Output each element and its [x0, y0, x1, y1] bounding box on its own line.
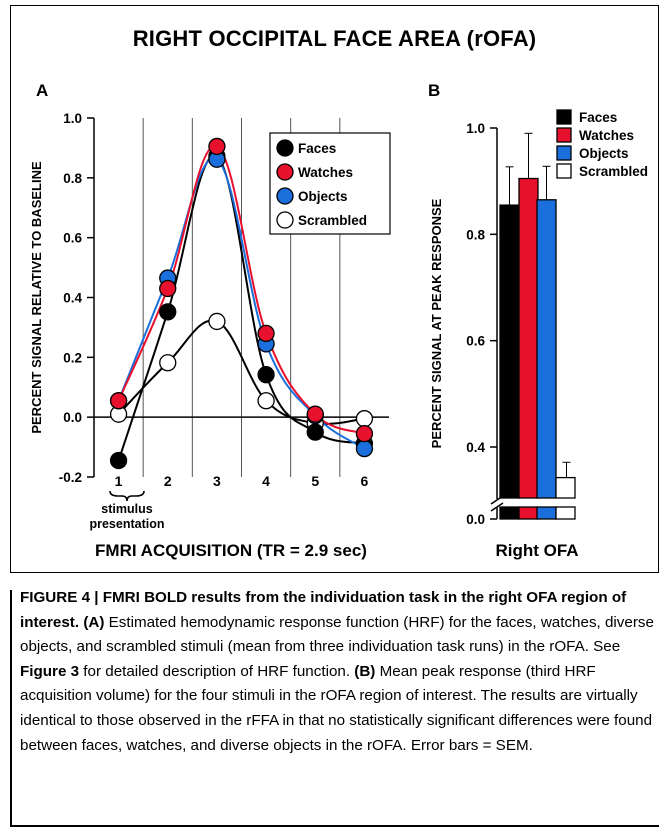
stimulus-brace — [109, 490, 145, 502]
y-tick-label: -0.2 — [59, 470, 82, 485]
legend-a-marker — [276, 211, 294, 229]
bar-base-scrambled — [555, 506, 576, 520]
axis-break-mark — [490, 502, 504, 512]
x-tick-label: 1 — [115, 473, 123, 489]
y-tick-label: 0.0 — [63, 410, 82, 425]
b-y-axis-label: PERCENT SIGNAL AT PEAK RESPONSE — [429, 198, 444, 448]
y-tick-label: 0.2 — [63, 350, 82, 365]
caption-bottom-rule — [10, 825, 659, 827]
panel-b-label: B — [428, 81, 440, 100]
panel-a-label: A — [36, 81, 48, 100]
legend-a-label: Objects — [298, 189, 348, 204]
b-y-tick-label: 1.0 — [466, 121, 485, 136]
stimulus-annotation-line2: presentation — [89, 517, 164, 531]
caption-part-a-text: Estimated hemodynamic response function … — [20, 613, 654, 656]
data-point-watches — [109, 392, 128, 410]
legend-b-swatch — [556, 145, 572, 161]
y-tick-label: 0.4 — [63, 291, 82, 306]
y-tick-label: 0.6 — [63, 231, 82, 246]
figure-title: RIGHT OCCIPITAL FACE AREA (rOFA) — [132, 26, 537, 51]
data-point-objects — [355, 439, 374, 458]
caption-part-a-label: (A) — [83, 613, 105, 631]
data-point-scrambled — [355, 410, 374, 428]
legend-b-label: Objects — [579, 146, 629, 161]
legend-b-label: Watches — [579, 128, 634, 143]
bar-base-faces — [499, 506, 520, 520]
y-tick-label: 1.0 — [63, 111, 82, 126]
caption-part-b-text: Mean peak response (third HRF acquisitio… — [20, 662, 653, 754]
x-axis-label: FMRI ACQUISITION (TR = 2.9 sec) — [95, 541, 367, 560]
x-tick-label: 3 — [213, 473, 221, 489]
data-point-watches — [306, 405, 324, 423]
data-point-scrambled — [257, 392, 275, 410]
legend-a-marker — [276, 139, 294, 157]
data-point-watches — [257, 324, 275, 343]
caption-heading: FIGURE 4 | FMRI BOLD results from the in… — [20, 589, 627, 631]
bar-watches — [518, 177, 539, 499]
data-point-watches — [208, 137, 226, 156]
legend-b-label: Scrambled — [579, 164, 648, 179]
legend-b-swatch — [556, 109, 572, 125]
bar-objects — [536, 199, 557, 499]
data-point-faces — [306, 423, 324, 441]
data-point-scrambled — [208, 312, 226, 331]
data-point-faces — [257, 366, 275, 384]
figure-frame: RIGHT OCCIPITAL FACE AREA (rOFA) — [10, 5, 659, 573]
data-point-watches — [159, 279, 177, 298]
bar-scrambled — [555, 476, 576, 499]
figure-caption: FIGURE 4 | FMRI BOLD results from the in… — [20, 586, 660, 758]
x-tick-label: 6 — [361, 473, 369, 489]
data-point-scrambled — [159, 354, 177, 372]
b-y-tick-label: 0.0 — [466, 512, 485, 527]
caption-part-a-text2: for detailed description of HRF function… — [79, 662, 355, 680]
legend-a-label: Watches — [298, 165, 353, 180]
bar-base-watches — [518, 506, 539, 520]
y-tick-label: 0.8 — [63, 171, 82, 186]
y-axis-label: PERCENT SIGNAL RELATIVE TO BASELINE — [29, 161, 44, 434]
caption-left-rule — [10, 590, 12, 826]
x-tick-label: 4 — [262, 473, 270, 489]
legend-a-label: Scrambled — [298, 213, 367, 228]
bar-base-objects — [536, 506, 557, 520]
legend-b-swatch — [556, 127, 572, 143]
x-tick-label: 2 — [164, 473, 172, 489]
stimulus-annotation-line1: stimulus — [101, 502, 152, 516]
caption-part-b-label: (B) — [354, 662, 376, 680]
b-y-tick-label: 0.8 — [466, 227, 485, 242]
bar-faces — [499, 204, 520, 499]
legend-b-label: Faces — [579, 110, 617, 125]
data-point-faces — [109, 451, 128, 470]
x-tick-label: 5 — [311, 473, 319, 489]
b-y-tick-label: 0.6 — [466, 334, 485, 349]
legend-b-swatch — [556, 163, 572, 179]
b-y-tick-label: 0.4 — [466, 440, 485, 455]
caption-figure-ref: Figure 3 — [20, 662, 80, 680]
legend-a-marker — [276, 187, 294, 205]
data-point-faces — [159, 303, 177, 321]
legend-a-marker — [276, 163, 294, 181]
b-x-axis-label: Right OFA — [495, 541, 578, 560]
data-point-watches — [355, 424, 374, 443]
legend-a-label: Faces — [298, 141, 336, 156]
